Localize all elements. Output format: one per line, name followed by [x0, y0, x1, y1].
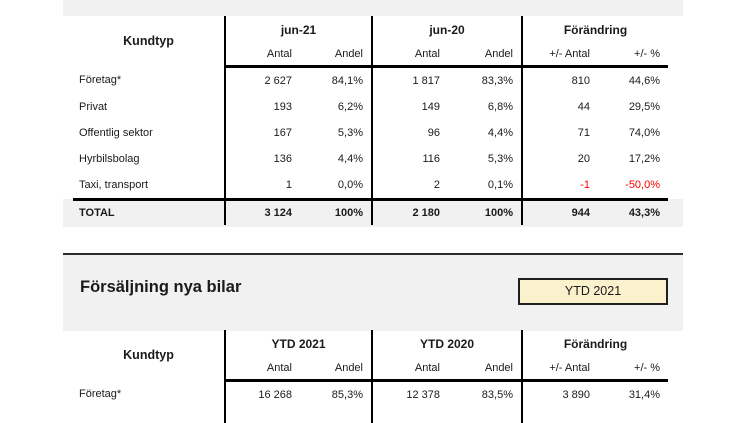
header-sub-row: Antal Andel Antal Andel +/- Antal +/- % [73, 357, 669, 382]
value-cell: 5,3% [337, 127, 363, 139]
group-header: jun-21 [224, 16, 372, 43]
value-cell: 84,1% [331, 75, 363, 87]
value-cell: 193 [224, 94, 300, 120]
value-cell: 1 [224, 172, 300, 200]
value-cell: 0,1% [487, 179, 513, 191]
group-header: YTD 2021 [224, 330, 372, 357]
group-header: jun-20 [371, 16, 522, 43]
total-row: TOTAL 3 124 100% 2 180 100% 944 43,3% [73, 198, 669, 225]
total-value-cell: 944 [521, 198, 598, 225]
monthly-sales-table: Kundtyp jun-21 jun-20 Förändring Antal Andel A… [73, 16, 669, 225]
table-row: Offentlig sektor 167 5,3% 96 4,4% 71 74,0% [73, 120, 668, 146]
table-row: Företag* 16 268 85,3% 12 378 83,5% 3 890 31,4% [73, 380, 668, 408]
sub-header: Andel [448, 357, 522, 382]
value-cell: 167 [224, 120, 300, 146]
sub-header: Antal [224, 43, 300, 68]
row-label: Företag* [79, 74, 122, 87]
value-cell: 1 817 [371, 66, 448, 94]
top-gray-band [63, 0, 683, 16]
row-label: Företag* [79, 388, 122, 401]
filler-cell [448, 408, 522, 423]
value-cell: 6,2% [337, 101, 363, 113]
corner-header: Kundtyp [123, 348, 174, 363]
table-row: Företag* 2 627 84,1% 1 817 83,3% 810 44,6% [73, 66, 668, 94]
value-cell: 16 268 [224, 380, 300, 408]
total-value-cell: 43,3% [598, 198, 669, 225]
value-cell: -1 [521, 172, 598, 200]
row-label: Privat [79, 101, 108, 113]
value-cell: 6,8% [487, 101, 513, 113]
value-cell: 85,3% [331, 389, 363, 401]
header-group-row: Kundtyp YTD 2021 YTD 2020 Förändring [73, 330, 669, 362]
sub-header: Antal [224, 357, 300, 382]
value-cell: 44,6% [628, 75, 661, 87]
sub-header: Andel [300, 357, 372, 382]
value-cell: 20 [521, 146, 598, 172]
row-label: Hyrbilsbolag [79, 153, 140, 165]
sub-header: Antal [371, 43, 448, 68]
sub-header: +/- Antal [521, 357, 598, 382]
filler-cell [598, 408, 668, 423]
sub-header: Andel [448, 43, 522, 68]
value-cell: 31,4% [628, 389, 661, 401]
value-cell: 149 [371, 94, 448, 120]
value-cell: -50,0% [625, 179, 661, 191]
sub-header: Antal [371, 357, 448, 382]
value-cell: 2 [371, 172, 448, 200]
group-header: Förändring [520, 330, 669, 357]
value-cell: 29,5% [628, 101, 661, 113]
filler-cell [300, 408, 372, 423]
value-cell: 44 [521, 94, 598, 120]
sub-header: Andel [300, 43, 372, 68]
value-cell: 17,2% [628, 153, 661, 165]
filler-row [73, 408, 668, 423]
value-cell: 3 890 [521, 380, 598, 408]
total-value-cell: 100% [300, 198, 372, 225]
filler-cell [521, 408, 598, 423]
header-group-row: Kundtyp jun-21 jun-20 Förändring [73, 16, 669, 48]
total-value-cell: 2 180 [371, 198, 448, 225]
table-row: Privat 193 6,2% 149 6,8% 44 29,5% [73, 94, 668, 120]
sub-header: +/- % [598, 43, 669, 68]
filler-cell [371, 408, 448, 423]
total-label: TOTAL [73, 198, 225, 225]
value-cell: 5,3% [487, 153, 513, 165]
value-cell: 810 [521, 66, 598, 94]
value-cell: 0,0% [337, 179, 363, 191]
value-cell: 136 [224, 146, 300, 172]
sub-header: +/- % [598, 357, 669, 382]
row-label: Offentlig sektor [79, 127, 153, 139]
row-label: Taxi, transport [79, 179, 149, 191]
filler-cell [224, 408, 300, 423]
table-row: Hyrbilsbolag 136 4,4% 116 5,3% 20 17,2% [73, 146, 668, 172]
total-value-cell: 100% [448, 198, 522, 225]
ytd-period-badge: YTD 2021 [518, 278, 668, 305]
value-cell: 83,5% [481, 389, 513, 401]
section-title: Försäljning nya bilar [80, 278, 242, 296]
value-cell: 74,0% [628, 127, 661, 139]
group-header: Förändring [520, 16, 669, 43]
value-cell: 4,4% [487, 127, 513, 139]
value-cell: 2 627 [224, 66, 300, 94]
table-row: Taxi, transport 1 0,0% 2 0,1% -1 -50,0% [73, 172, 668, 200]
value-cell: 96 [371, 120, 448, 146]
value-cell: 4,4% [337, 153, 363, 165]
sub-header: +/- Antal [521, 43, 598, 68]
filler-cell [73, 408, 225, 423]
group-header: YTD 2020 [371, 330, 522, 357]
header-sub-row: Antal Andel Antal Andel +/- Antal +/- % [73, 43, 669, 68]
value-cell: 12 378 [371, 380, 448, 408]
total-value-cell: 3 124 [224, 198, 300, 225]
corner-header: Kundtyp [123, 34, 174, 49]
value-cell: 71 [521, 120, 598, 146]
value-cell: 83,3% [481, 75, 513, 87]
ytd-sales-table: Kundtyp YTD 2021 YTD 2020 Förändring Antal An… [73, 330, 669, 423]
value-cell: 116 [371, 146, 448, 172]
